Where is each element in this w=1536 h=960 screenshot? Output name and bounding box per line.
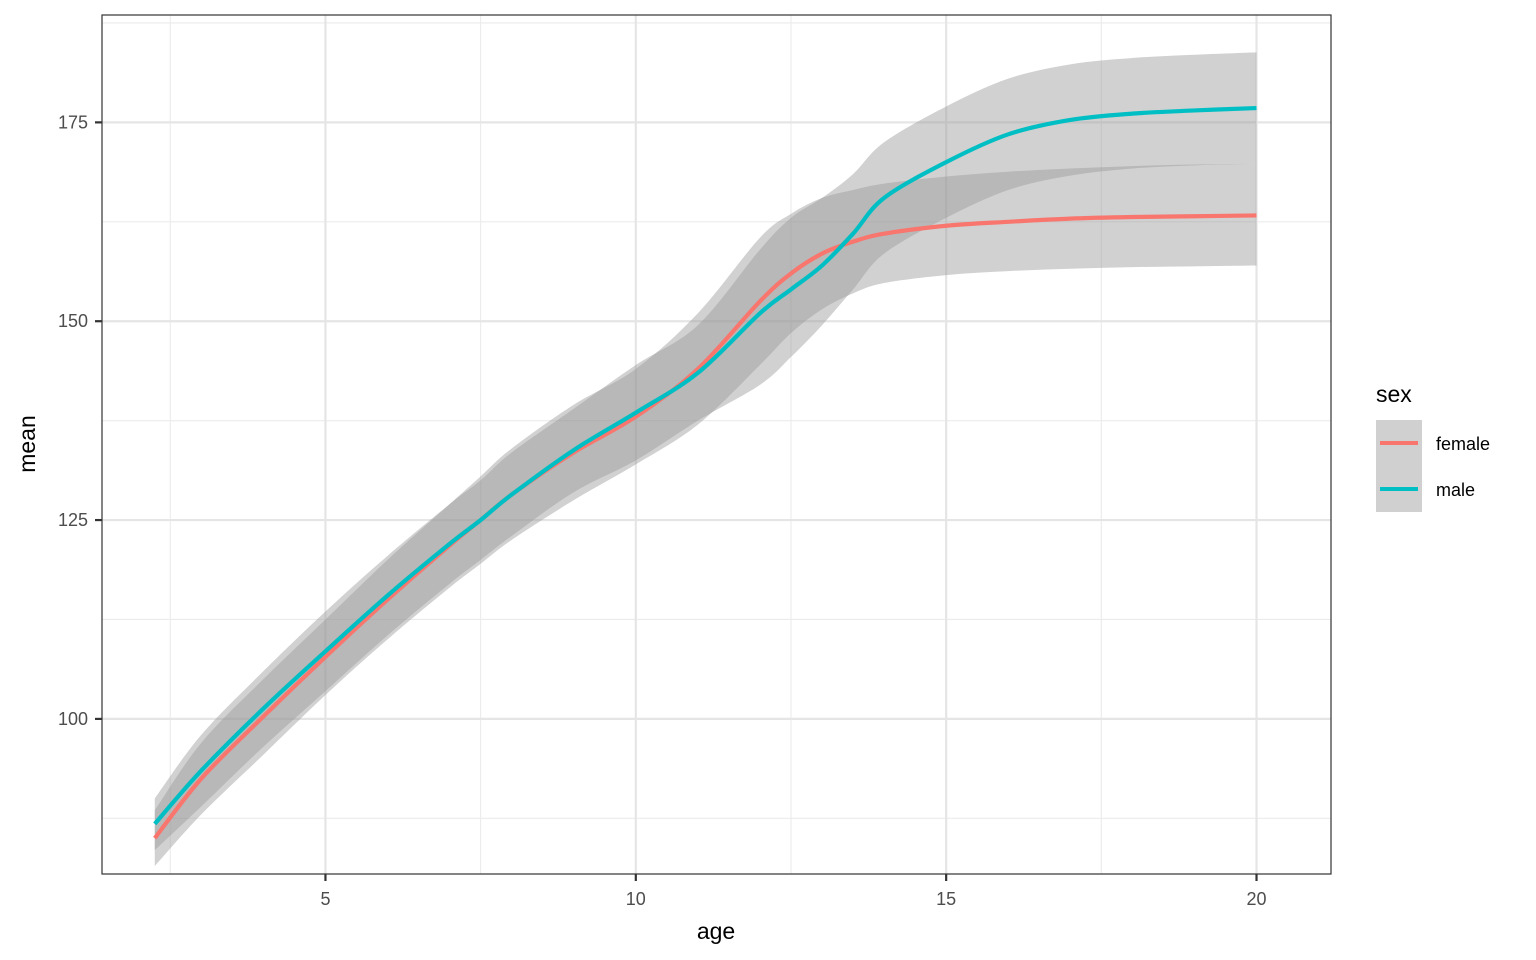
y-tick-label: 150 — [58, 311, 88, 331]
y-tick-label: 125 — [58, 510, 88, 530]
panel-border — [101, 14, 1332, 875]
y-tick-label: 100 — [58, 709, 88, 729]
legend-label: male — [1436, 480, 1475, 500]
x-tick-label: 10 — [626, 889, 646, 909]
legend-label: female — [1436, 434, 1490, 454]
x-tick-label: 20 — [1246, 889, 1266, 909]
minor-gridlines — [102, 15, 1331, 874]
confidence-ribbon-male — [154, 52, 1257, 851]
smoothed-lines — [153, 105, 1257, 840]
y-axis-title: mean — [14, 415, 40, 473]
y-axis: 100 125 150 175 — [58, 112, 102, 729]
legend-item-female[interactable]: female — [1380, 434, 1490, 454]
x-axis: 5 10 15 20 — [320, 874, 1267, 909]
x-tick-label: 15 — [936, 889, 956, 909]
y-tick-label: 175 — [58, 112, 88, 132]
confidence-ribbon-female — [154, 163, 1257, 867]
line-female — [153, 213, 1257, 840]
major-gridlines — [102, 15, 1331, 874]
legend-title: sex — [1376, 381, 1412, 407]
legend-key-background — [1376, 420, 1422, 512]
legend: sex female male — [1376, 381, 1490, 512]
plot-panel — [101, 14, 1332, 875]
confidence-ribbons — [154, 52, 1257, 867]
line-male — [153, 105, 1257, 826]
legend-item-male[interactable]: male — [1380, 480, 1475, 500]
x-axis-title: age — [697, 918, 735, 944]
x-tick-label: 5 — [320, 889, 330, 909]
